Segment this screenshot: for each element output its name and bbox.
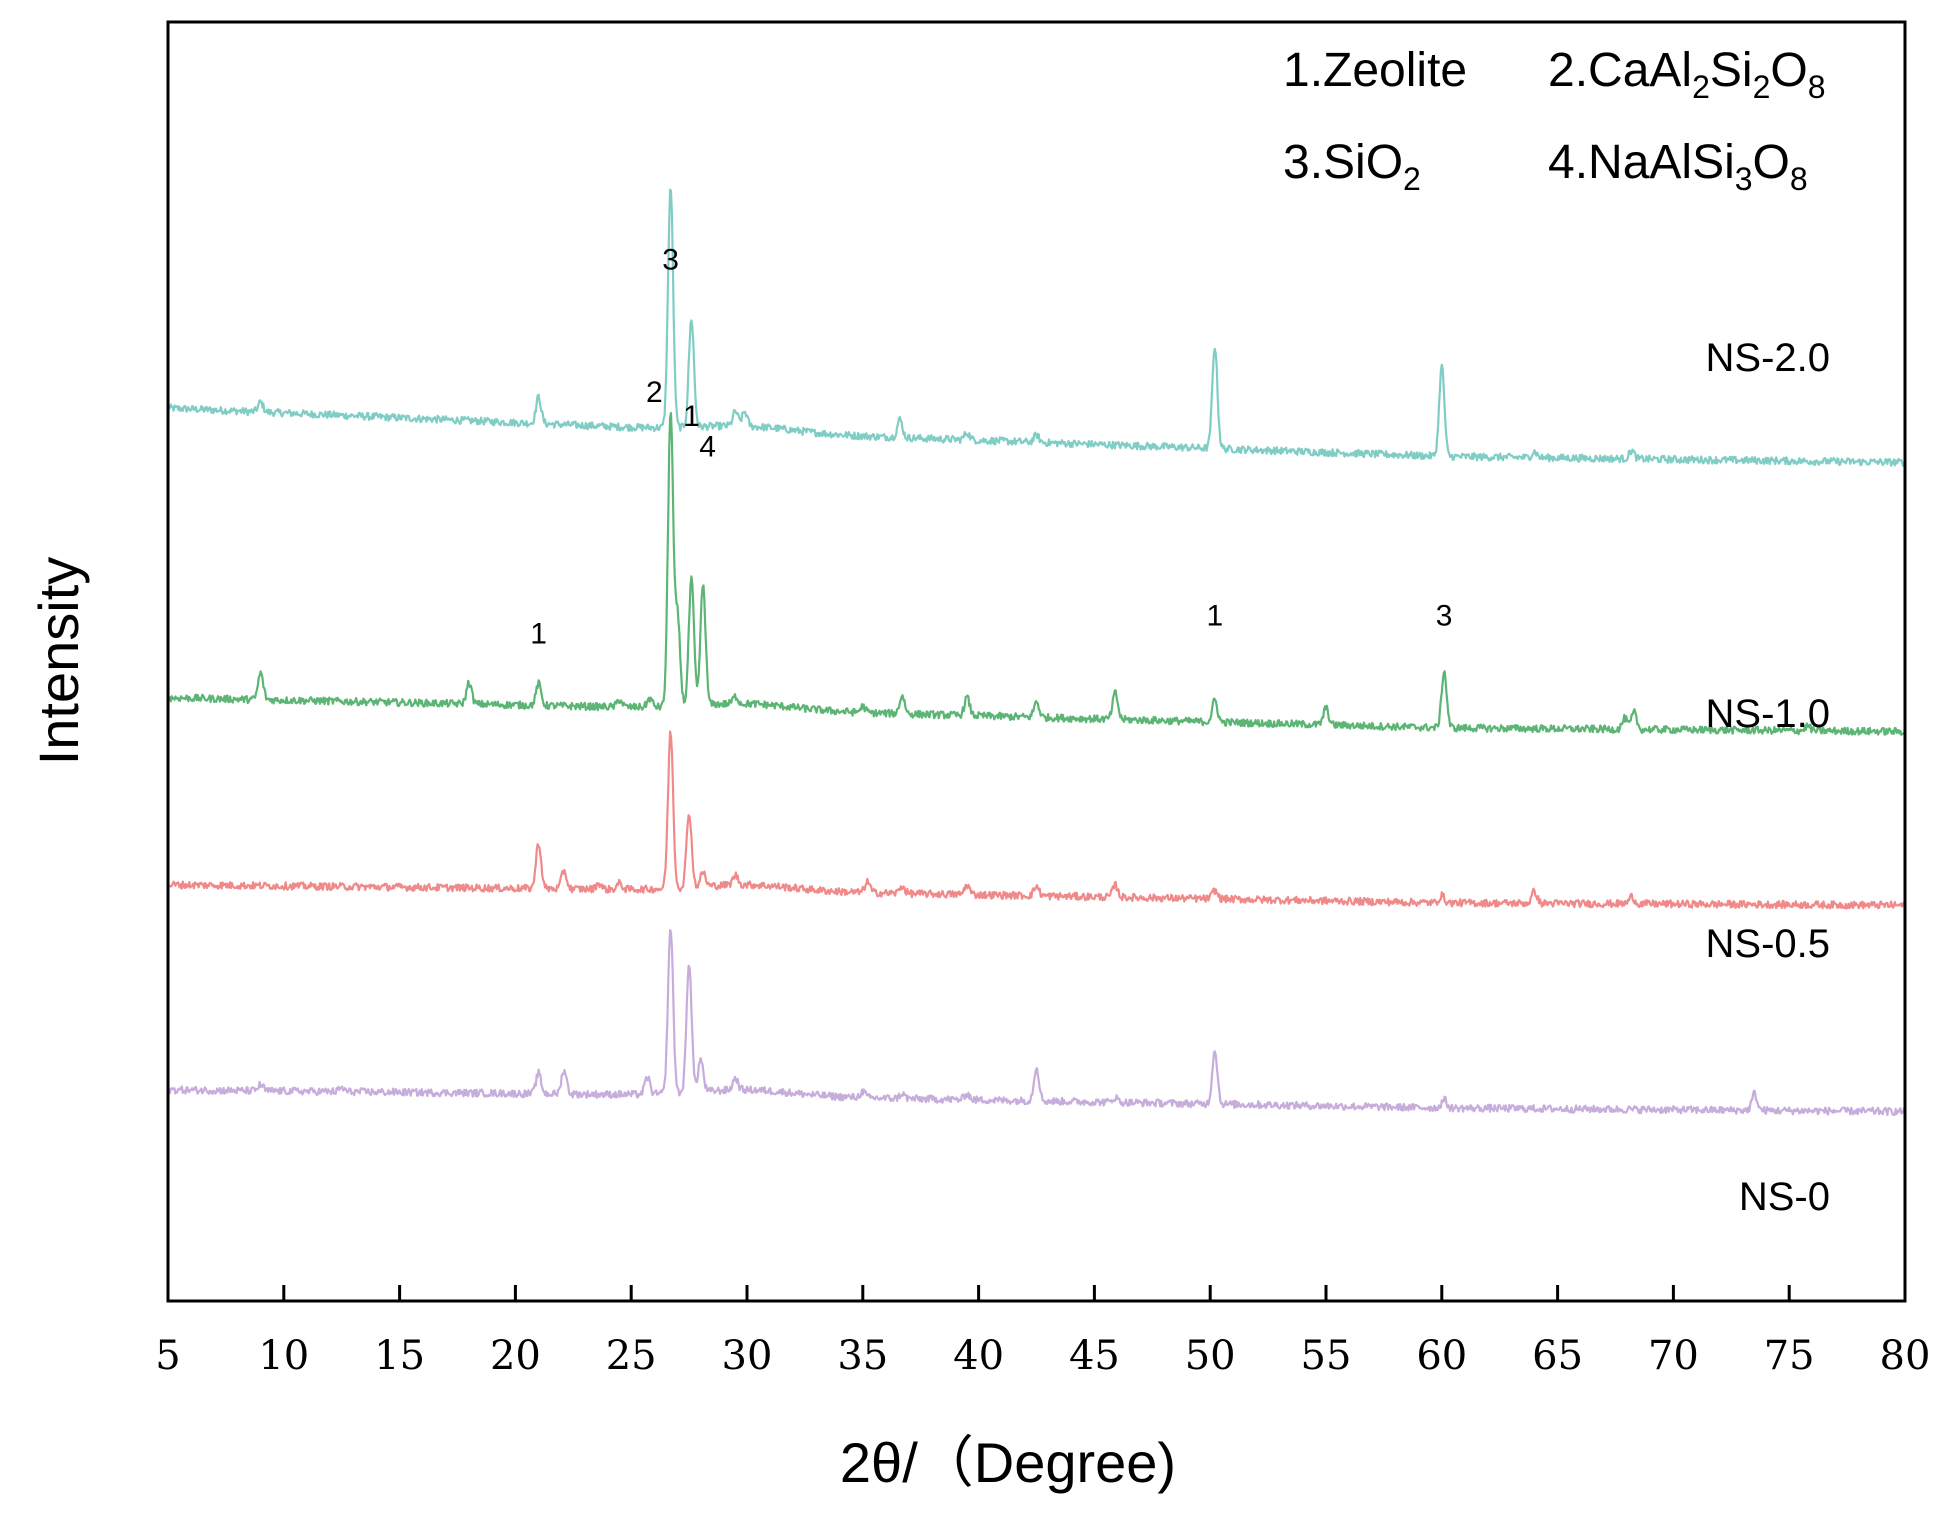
- legend-item: 4.NaAlSi3O8: [1548, 136, 1808, 197]
- y-axis-title: Intensity: [27, 557, 90, 766]
- plot-frame: [166, 20, 1907, 1303]
- peak-label: 1: [1206, 599, 1223, 632]
- series-label: NS-0.5: [1706, 922, 1831, 966]
- x-axis-ticks: 5 10 15 20 25 30 35 40 45 50 55 60 65 70 75 80: [155, 1285, 1930, 1379]
- series-label: NS-0: [1739, 1175, 1830, 1219]
- legend: 1.Zeolite 2.CaAl2Si2O8 3.SiO2 4.NaAlSi3O8: [1283, 44, 1826, 197]
- x-tick-label: 45: [1069, 1333, 1120, 1379]
- x-axis-title: 2θ/（Degree): [840, 1431, 1176, 1494]
- legend-item: 3.SiO2: [1283, 136, 1421, 197]
- x-tick-label: 50: [1185, 1333, 1236, 1379]
- peak-label: 3: [662, 243, 679, 276]
- x-tick-label: 5: [155, 1333, 180, 1379]
- x-tick-label: 80: [1880, 1333, 1931, 1379]
- x-tick-label: 55: [1301, 1333, 1352, 1379]
- x-tick-label: 30: [722, 1333, 773, 1379]
- x-tick-label: 40: [953, 1333, 1004, 1379]
- x-tick-label: 15: [374, 1333, 425, 1379]
- peak-label: 1: [530, 617, 547, 650]
- series-line-ns-0-5: [166, 730, 1907, 910]
- x-tick-label: 25: [606, 1333, 657, 1379]
- peak-label: 1: [683, 400, 700, 433]
- x-tick-label: 75: [1764, 1333, 1815, 1379]
- peak-label: 2: [646, 376, 663, 409]
- x-tick-label: 65: [1532, 1333, 1583, 1379]
- series-group: [166, 188, 1907, 1116]
- series-label-group: NS-2.0 NS-1.0 NS-0.5 NS-0: [1706, 336, 1831, 1219]
- peak-label: 3: [1436, 599, 1453, 632]
- x-tick-label: 60: [1416, 1333, 1467, 1379]
- series-line-ns-2-0: [166, 188, 1907, 467]
- legend-item: 1.Zeolite: [1283, 44, 1467, 97]
- series-label: NS-1.0: [1706, 692, 1831, 736]
- x-tick-label: 35: [837, 1333, 888, 1379]
- series-line-ns-1-0: [167, 412, 1906, 736]
- series-label: NS-2.0: [1706, 336, 1831, 380]
- x-tick-label: 70: [1648, 1333, 1699, 1379]
- x-tick-label: 20: [490, 1333, 541, 1379]
- x-tick-label: 10: [258, 1333, 309, 1379]
- legend-item: 2.CaAl2Si2O8: [1548, 44, 1826, 105]
- peak-label: 4: [699, 430, 716, 463]
- series-line-ns-0: [166, 929, 1907, 1116]
